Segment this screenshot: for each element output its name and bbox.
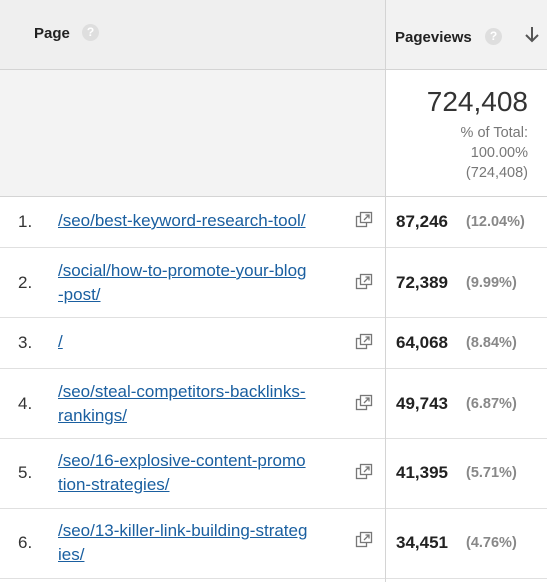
total-percent: % of Total: 100.00% (724,408) (461, 123, 528, 183)
table-header: Page ? Pageviews ? (0, 0, 547, 70)
page-link[interactable]: /seo/best-keyword-research-tool/ (58, 211, 306, 230)
row-percent: (12.04%) (466, 214, 525, 230)
table-row: 6. /seo/13-killer-link-building-strateg i… (0, 509, 547, 579)
total-pageviews: 724,408 (426, 86, 528, 117)
totals-row: 724,408 % of Total: 100.00% (724,408) (0, 70, 547, 197)
open-in-new-icon[interactable] (355, 394, 373, 412)
total-percent-count: (724,408) (465, 165, 528, 181)
table-row: 3. / 64,068 (8.84%) (0, 318, 547, 369)
row-pageviews: 72,389 (396, 273, 448, 292)
table-row: 2. /social/how-to-promote-your-blog -post… (0, 248, 547, 318)
open-in-new-icon[interactable] (355, 531, 373, 549)
row-pageviews: 49,743 (396, 394, 448, 413)
page-link[interactable]: /seo/steal-competitors-backlinks-ranking… (58, 382, 306, 425)
row-pageviews: 34,451 (396, 533, 448, 552)
column-divider (385, 0, 386, 582)
pageviews-column-header[interactable]: Pageviews (395, 29, 472, 46)
page-help-icon[interactable]: ? (82, 24, 99, 41)
page-link[interactable]: / (58, 332, 63, 351)
page-link[interactable]: /seo/16-explosive-content-promo tion-stra… (58, 451, 306, 494)
row-pageviews: 87,246 (396, 212, 448, 231)
total-percent-label: % of Total: (460, 125, 528, 141)
row-number: 5. (18, 463, 33, 482)
pageviews-header-cell (386, 0, 547, 69)
open-in-new-icon[interactable] (355, 333, 373, 351)
table-row: 5. /seo/16-explosive-content-promo tion-s… (0, 439, 547, 509)
row-percent: (9.99%) (466, 275, 517, 291)
total-percent-value: 100.00% (470, 145, 528, 161)
page-link[interactable]: /seo/13-killer-link-building-strateg ies/ (58, 521, 308, 564)
row-number: 3. (18, 333, 33, 352)
open-in-new-icon[interactable] (355, 463, 373, 481)
row-number: 1. (18, 212, 33, 231)
open-in-new-icon[interactable] (355, 211, 373, 229)
page-link[interactable]: /social/how-to-promote-your-blog -post/ (58, 261, 307, 304)
totals-cell: 724,408 % of Total: 100.00% (724,408) (386, 70, 547, 196)
row-number: 6. (18, 533, 33, 552)
row-percent: (5.71%) (466, 465, 517, 481)
row-number: 2. (18, 273, 33, 292)
table-row: 1. /seo/best-keyword-research-tool/ 87,2… (0, 197, 547, 248)
open-in-new-icon[interactable] (355, 273, 373, 291)
pageviews-help-icon[interactable]: ? (485, 28, 502, 45)
table-row: 4. /seo/steal-competitors-backlinks-rank… (0, 369, 547, 439)
row-pageviews: 64,068 (396, 333, 448, 352)
row-pageviews: 41,395 (396, 463, 448, 482)
page-column-header[interactable]: Page (34, 25, 70, 42)
row-percent: (4.76%) (466, 535, 517, 551)
sort-descending-icon[interactable] (522, 24, 542, 46)
row-percent: (8.84%) (466, 335, 517, 351)
row-percent: (6.87%) (466, 396, 517, 412)
row-number: 4. (18, 394, 33, 413)
